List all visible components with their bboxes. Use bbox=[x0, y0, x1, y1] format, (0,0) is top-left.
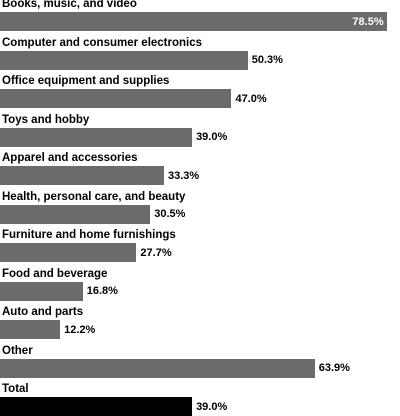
category-label: Computer and consumer electronics bbox=[2, 36, 203, 49]
bar bbox=[0, 281, 83, 301]
category-label: Auto and parts bbox=[2, 306, 84, 318]
value-label: 63.9% bbox=[318, 362, 350, 374]
value-label: 12.2% bbox=[64, 323, 96, 336]
category-label: Other bbox=[2, 344, 33, 357]
bar bbox=[0, 89, 232, 108]
category-label: Food and beverage bbox=[2, 267, 108, 280]
category-label: Books, music, and video bbox=[2, 0, 137, 10]
value-label: 33.3% bbox=[168, 169, 200, 182]
value-label: 47.0% bbox=[235, 92, 267, 105]
value-label: 16.8% bbox=[86, 285, 118, 297]
category-label: Total bbox=[2, 383, 29, 395]
bar-chart: Books, music, and video 78.5% Computer and… bbox=[0, 0, 387, 416]
category-label: Toys and hobby bbox=[2, 113, 90, 126]
category-label: Apparel and accessories bbox=[2, 152, 138, 164]
bar bbox=[0, 12, 387, 31]
bar bbox=[0, 358, 315, 378]
bar bbox=[0, 204, 151, 224]
value-label: 78.5% bbox=[352, 15, 384, 28]
bar bbox=[0, 320, 61, 339]
category-label: Health, personal care, and beauty bbox=[2, 190, 186, 203]
category-label: Office equipment and supplies bbox=[2, 75, 170, 87]
value-label: 27.7% bbox=[140, 246, 172, 259]
value-label: 30.5% bbox=[154, 208, 186, 220]
value-label: 50.3% bbox=[251, 54, 283, 66]
bar bbox=[0, 127, 193, 147]
bar bbox=[0, 243, 137, 262]
bar bbox=[0, 166, 164, 185]
value-label: 39.0% bbox=[196, 400, 228, 413]
category-label: Furniture and home furnishings bbox=[2, 229, 176, 241]
value-label: 39.0% bbox=[196, 131, 228, 143]
bar bbox=[0, 50, 248, 70]
